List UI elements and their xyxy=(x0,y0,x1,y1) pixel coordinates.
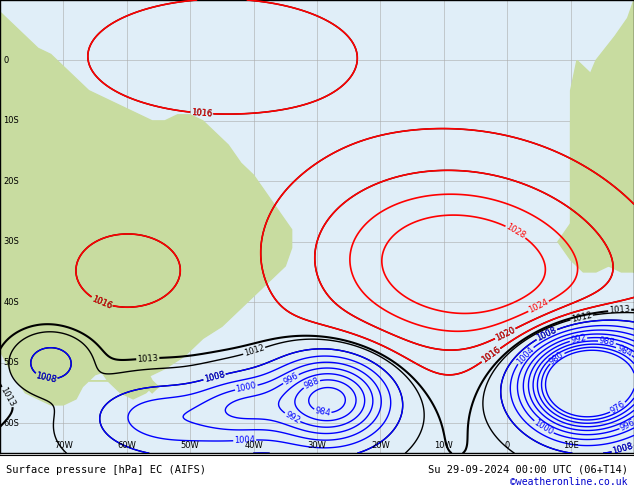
Text: 984: 984 xyxy=(615,343,633,359)
Polygon shape xyxy=(558,0,634,272)
Text: 60S: 60S xyxy=(3,418,19,428)
Text: 1016: 1016 xyxy=(191,108,212,119)
Text: 988: 988 xyxy=(598,336,616,347)
Text: 1020: 1020 xyxy=(494,325,517,343)
Text: 980: 980 xyxy=(548,350,566,367)
Polygon shape xyxy=(117,372,139,381)
Text: 0: 0 xyxy=(3,56,8,65)
Text: 1008: 1008 xyxy=(203,370,226,384)
Text: 1000: 1000 xyxy=(532,418,555,437)
Text: 10E: 10E xyxy=(563,441,578,450)
Polygon shape xyxy=(0,0,292,405)
Text: 1024: 1024 xyxy=(527,298,550,315)
Text: 60W: 60W xyxy=(117,441,136,450)
Text: 1004: 1004 xyxy=(234,436,256,445)
Text: 984: 984 xyxy=(314,406,331,418)
Text: ©weatheronline.co.uk: ©weatheronline.co.uk xyxy=(510,477,628,487)
Text: 1016: 1016 xyxy=(90,294,113,311)
Text: 988: 988 xyxy=(302,376,321,391)
Text: 70W: 70W xyxy=(54,441,73,450)
Text: 976: 976 xyxy=(609,400,627,416)
Text: 1012: 1012 xyxy=(571,311,593,324)
Text: 992: 992 xyxy=(570,333,587,345)
Text: 1013: 1013 xyxy=(137,353,158,364)
Text: 1004: 1004 xyxy=(515,344,536,366)
Text: 40W: 40W xyxy=(244,441,263,450)
Text: 1013: 1013 xyxy=(0,385,17,408)
Text: 1016: 1016 xyxy=(480,345,502,365)
Text: 996: 996 xyxy=(281,371,300,387)
Text: 1016: 1016 xyxy=(191,108,212,119)
Polygon shape xyxy=(571,60,634,272)
Text: Surface pressure [hPa] EC (AIFS): Surface pressure [hPa] EC (AIFS) xyxy=(6,465,206,475)
Text: 1008: 1008 xyxy=(611,442,634,456)
Text: 30W: 30W xyxy=(307,441,327,450)
Polygon shape xyxy=(89,314,152,399)
Text: 20W: 20W xyxy=(371,441,390,450)
Text: 10S: 10S xyxy=(3,116,19,125)
Text: 1000: 1000 xyxy=(235,381,257,394)
Text: 1028: 1028 xyxy=(505,222,527,241)
Text: 50W: 50W xyxy=(181,441,200,450)
Text: 30S: 30S xyxy=(3,237,19,246)
Text: 992: 992 xyxy=(283,410,301,425)
Text: 1013: 1013 xyxy=(609,305,631,316)
Text: 1020: 1020 xyxy=(494,325,517,343)
Text: 1008: 1008 xyxy=(203,370,226,384)
Text: 10W: 10W xyxy=(434,441,453,450)
Text: 1012: 1012 xyxy=(243,343,266,358)
Text: 50S: 50S xyxy=(3,358,19,367)
Polygon shape xyxy=(89,368,158,393)
Text: Su 29-09-2024 00:00 UTC (06+T14): Su 29-09-2024 00:00 UTC (06+T14) xyxy=(428,465,628,475)
Text: 996: 996 xyxy=(619,417,634,433)
Text: 1016: 1016 xyxy=(90,294,113,311)
Text: 20S: 20S xyxy=(3,177,19,186)
Text: 40S: 40S xyxy=(3,297,19,307)
Text: 1008: 1008 xyxy=(611,442,634,456)
Text: 1008: 1008 xyxy=(35,371,57,385)
Text: 1008: 1008 xyxy=(35,371,57,385)
Text: 1016: 1016 xyxy=(480,345,502,365)
Text: 0: 0 xyxy=(505,441,510,450)
Polygon shape xyxy=(571,0,634,272)
Text: 1008: 1008 xyxy=(535,325,558,343)
Text: 1008: 1008 xyxy=(535,325,558,343)
